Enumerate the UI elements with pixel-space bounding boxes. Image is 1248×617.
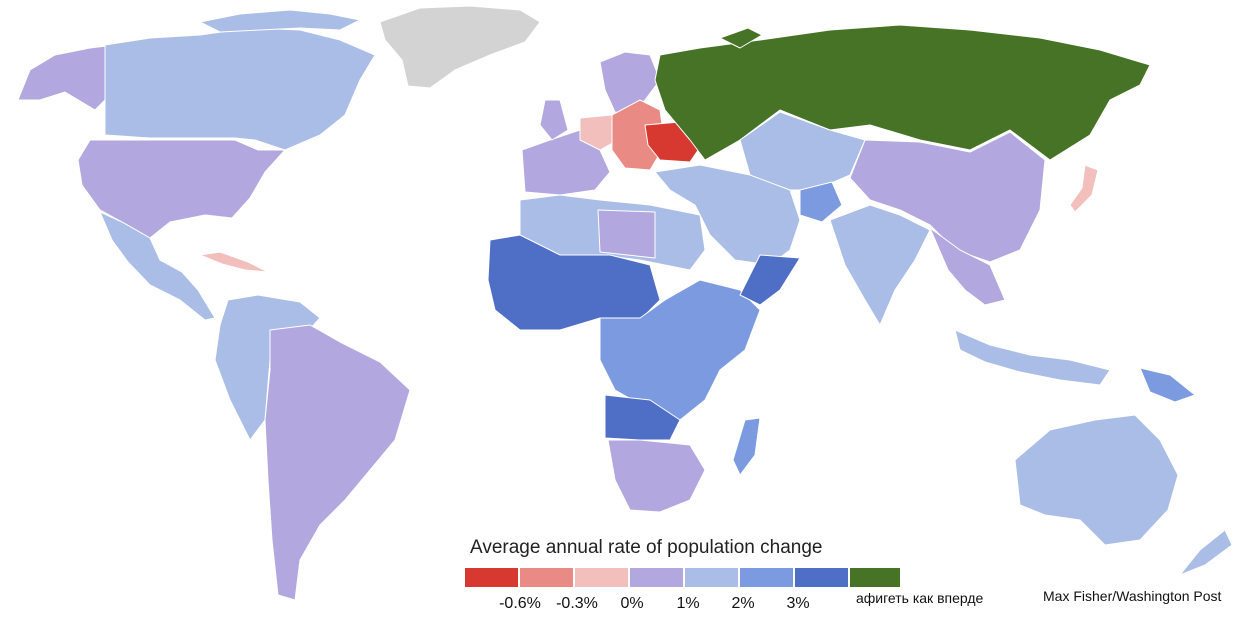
region-europe-west: [521, 129, 611, 196]
region-angola: [604, 394, 681, 441]
legend-tick-label: 1%: [676, 595, 700, 612]
region-cuba: [199, 251, 269, 273]
region-canadian-arctic: [199, 9, 361, 33]
region-russian-arctic-islands: [719, 27, 763, 49]
region-new-zealand: [1179, 529, 1233, 576]
legend-swatch: [575, 568, 630, 587]
legend-title: Average annual rate of population change: [470, 537, 823, 558]
region-papua-new-guinea: [1139, 367, 1196, 403]
region-indonesia: [954, 329, 1111, 386]
credit-line: Max Fisher/Washington Post: [1043, 588, 1222, 604]
legend-tick-label: 2%: [731, 595, 755, 612]
region-russia: [654, 24, 1151, 161]
region-madagascar: [732, 417, 761, 476]
region-india: [829, 204, 931, 326]
legend-swatch: [630, 568, 685, 587]
region-japan: [1069, 164, 1099, 213]
region-greenland: [379, 5, 541, 89]
legend-swatch: [850, 568, 900, 587]
region-china: [849, 131, 1046, 263]
legend-tick-label: -0.3%: [556, 595, 598, 612]
region-scandinavia: [599, 51, 661, 116]
legend-swatch: [465, 568, 520, 587]
legend-swatch: [520, 568, 575, 587]
legend-tick-label: 0%: [620, 595, 644, 612]
legend-tick-label: 3%: [786, 595, 810, 612]
legend-swatch: [740, 568, 795, 587]
legend-swatch: [685, 568, 740, 587]
region-southern-africa: [607, 439, 706, 513]
legend-tick-label: -0.6%: [499, 595, 541, 612]
region-germany: [579, 114, 619, 151]
legend-green-label: афигеть как вперде: [856, 590, 984, 606]
region-canada: [104, 27, 376, 151]
legend-color-scale: [465, 568, 900, 587]
region-usa: [77, 139, 286, 239]
region-afghanistan: [799, 181, 843, 223]
region-australia: [1014, 414, 1179, 546]
region-mexico: [99, 211, 216, 321]
region-brazil: [264, 324, 411, 601]
region-alaska: [17, 44, 116, 111]
region-southeast-asia: [929, 227, 1006, 306]
region-libya: [597, 209, 656, 259]
region-uk: [539, 99, 569, 141]
region-central-east-africa: [599, 279, 761, 421]
legend-swatch: [795, 568, 850, 587]
region-horn-of-africa: [739, 254, 801, 306]
